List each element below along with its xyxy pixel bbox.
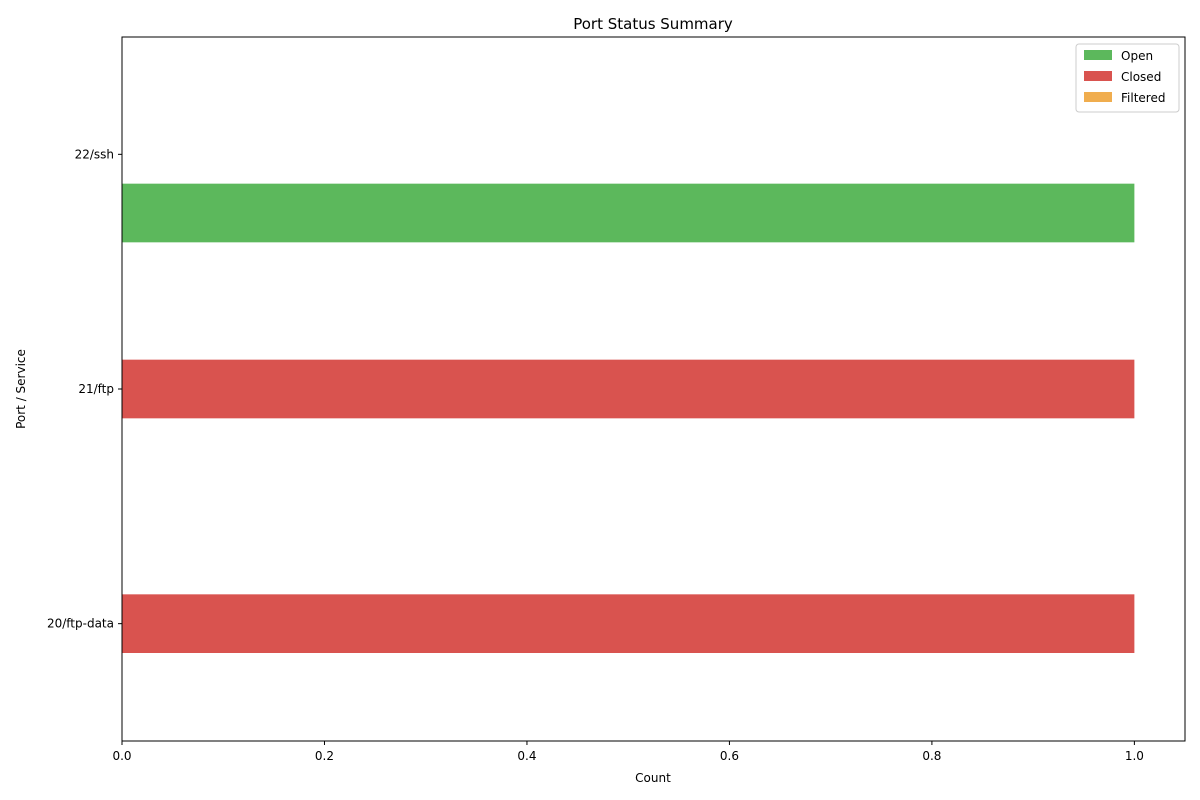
x-tick-label: 0.6 — [720, 749, 739, 763]
bars-layer — [122, 183, 1135, 653]
y-tick-label: 21/ftp — [78, 382, 114, 396]
legend-label-filtered: Filtered — [1121, 91, 1165, 105]
y-tick-label: 20/ftp-data — [47, 617, 114, 631]
bar-closed-21-ftp — [122, 359, 1135, 419]
x-axis-title: Count — [635, 771, 671, 785]
y-axis-title: Port / Service — [14, 349, 28, 429]
x-axis-ticks: 0.0 0.2 0.4 0.6 0.8 1.0 — [112, 741, 1144, 763]
x-tick-label: 0.2 — [315, 749, 334, 763]
legend-swatch-open — [1084, 50, 1112, 60]
legend-swatch-closed — [1084, 71, 1112, 81]
legend-label-open: Open — [1121, 49, 1153, 63]
legend-label-closed: Closed — [1121, 70, 1161, 84]
bar-open-22-ssh — [122, 183, 1135, 243]
x-tick-label: 0.0 — [112, 749, 131, 763]
plot-frame — [121, 36, 1186, 742]
legend-swatch-filtered — [1084, 92, 1112, 102]
legend: Open Closed Filtered — [1075, 43, 1180, 113]
x-tick-label: 0.8 — [922, 749, 941, 763]
y-axis-ticks: 22/ssh 21/ftp 20/ftp-data — [47, 147, 122, 631]
bar-closed-20-ftp-data — [122, 594, 1135, 653]
chart-title: Port Status Summary — [573, 15, 733, 33]
x-tick-label: 0.4 — [517, 749, 536, 763]
x-tick-label: 1.0 — [1125, 749, 1144, 763]
y-tick-label: 22/ssh — [75, 147, 114, 161]
